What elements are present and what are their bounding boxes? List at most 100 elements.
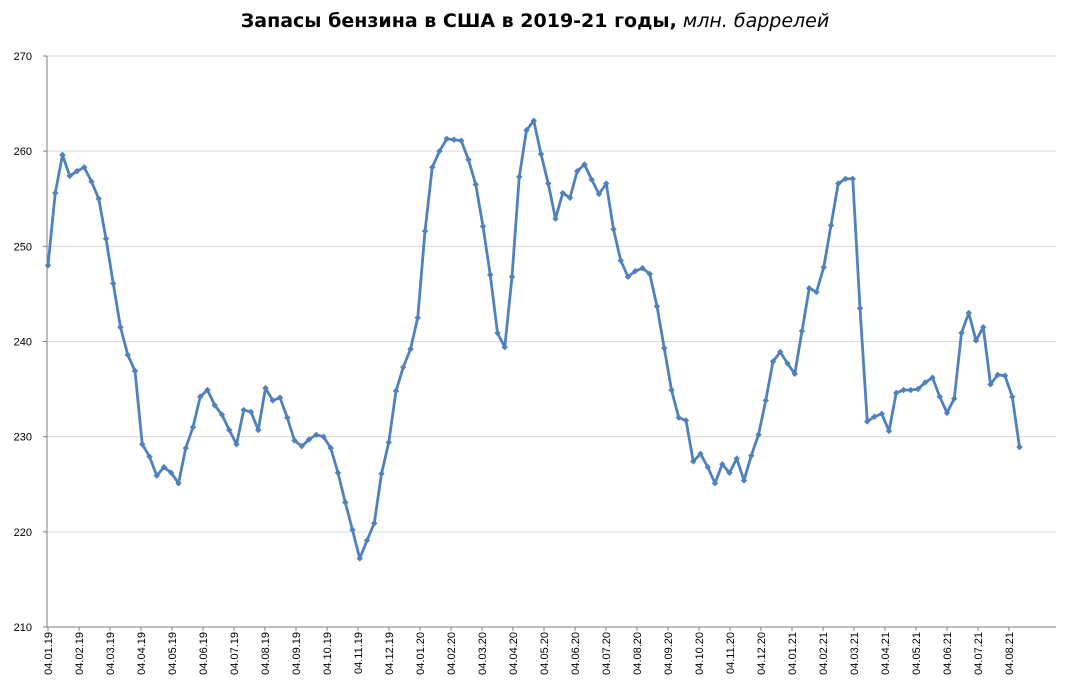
x-tick-label: 04.05.20 (539, 632, 551, 675)
data-point (661, 344, 668, 352)
x-tick-label: 04.11.19 (353, 632, 365, 674)
data-point (624, 273, 632, 280)
data-point (588, 176, 595, 183)
data-point (160, 463, 168, 471)
data-point (240, 406, 247, 414)
data-point (603, 180, 610, 187)
x-tick-label: 04.03.19 (105, 632, 117, 675)
data-point (139, 441, 146, 448)
data-point (994, 371, 1001, 379)
x-tick-label: 04.07.19 (229, 632, 241, 675)
x-tick-label: 04.05.21 (911, 632, 923, 675)
data-point (639, 265, 646, 272)
data-point (958, 329, 965, 337)
data-point (552, 215, 559, 222)
x-tick-label: 04.03.20 (477, 632, 489, 675)
x-tick-label: 04.07.20 (601, 632, 613, 675)
data-point (784, 360, 791, 367)
data-point (755, 431, 762, 438)
data-point (537, 150, 545, 158)
data-point (197, 393, 204, 400)
data-point (269, 397, 276, 404)
data-point (871, 413, 878, 420)
data-point (95, 195, 102, 202)
data-point (81, 164, 88, 171)
data-point (400, 363, 407, 371)
data-point (632, 267, 639, 275)
data-point (595, 190, 603, 198)
data-point (827, 222, 835, 229)
y-tick-label: 230 (14, 432, 32, 444)
data-point (516, 173, 523, 181)
data-point (443, 135, 450, 142)
data-point (929, 374, 936, 381)
data-point (900, 386, 907, 394)
data-point (1009, 393, 1016, 400)
x-tick-label: 04.04.21 (880, 632, 892, 675)
data-point (458, 137, 465, 144)
data-point (907, 386, 914, 394)
data-point (1001, 372, 1009, 379)
x-tick-label: 04.12.20 (756, 632, 768, 675)
x-tick-label: 04.08.21 (1004, 632, 1016, 675)
series-line (46, 119, 1021, 560)
data-point (951, 395, 958, 402)
data-point (52, 189, 59, 197)
data-point (168, 469, 175, 477)
data-point (102, 235, 110, 242)
x-tick-label: 04.02.19 (74, 632, 86, 675)
data-point (878, 410, 885, 418)
data-point (646, 270, 653, 278)
data-point (791, 370, 798, 378)
data-point (298, 442, 305, 450)
x-tick-label: 04.03.21 (849, 632, 861, 675)
data-point (690, 458, 697, 465)
data-point (479, 223, 487, 230)
data-point (110, 280, 117, 287)
x-tick-label: 04.10.19 (322, 632, 334, 675)
y-tick-label: 250 (14, 241, 32, 253)
data-point (66, 172, 73, 180)
data-point (182, 444, 189, 452)
data-point (1016, 443, 1023, 451)
data-point (769, 358, 777, 365)
x-tick-label: 04.04.20 (508, 632, 520, 675)
data-point (740, 477, 748, 484)
data-point (153, 472, 160, 479)
data-point (704, 463, 711, 471)
data-point (385, 439, 392, 446)
x-tick-label: 04.01.19 (43, 632, 55, 675)
data-point (117, 324, 124, 331)
data-point (378, 470, 385, 477)
chart-title-unit: млн. баррелей (682, 10, 830, 32)
data-point (965, 309, 972, 317)
data-point (349, 526, 356, 534)
data-point (73, 167, 81, 175)
data-point (820, 264, 827, 271)
data-point (501, 344, 508, 351)
data-point (291, 437, 298, 444)
x-tick-label: 04.06.21 (942, 632, 954, 675)
data-point (59, 151, 66, 159)
data-point (719, 461, 726, 468)
data-point (914, 385, 922, 393)
data-point (407, 345, 414, 353)
data-point (262, 384, 269, 392)
data-point (617, 257, 624, 264)
data-point (450, 136, 458, 143)
data-point (922, 379, 929, 386)
data-point (414, 314, 421, 321)
data-point (566, 194, 574, 201)
x-tick-label: 04.02.20 (446, 632, 458, 675)
data-point (936, 393, 943, 400)
x-tick-label: 04.10.20 (694, 632, 706, 675)
data-point (508, 273, 516, 280)
x-tick-label: 04.02.21 (818, 632, 830, 675)
y-tick-label: 220 (14, 527, 32, 539)
data-point (211, 402, 218, 409)
data-point (748, 452, 755, 459)
data-point (494, 329, 501, 337)
data-point (777, 348, 784, 356)
data-point (523, 127, 530, 134)
